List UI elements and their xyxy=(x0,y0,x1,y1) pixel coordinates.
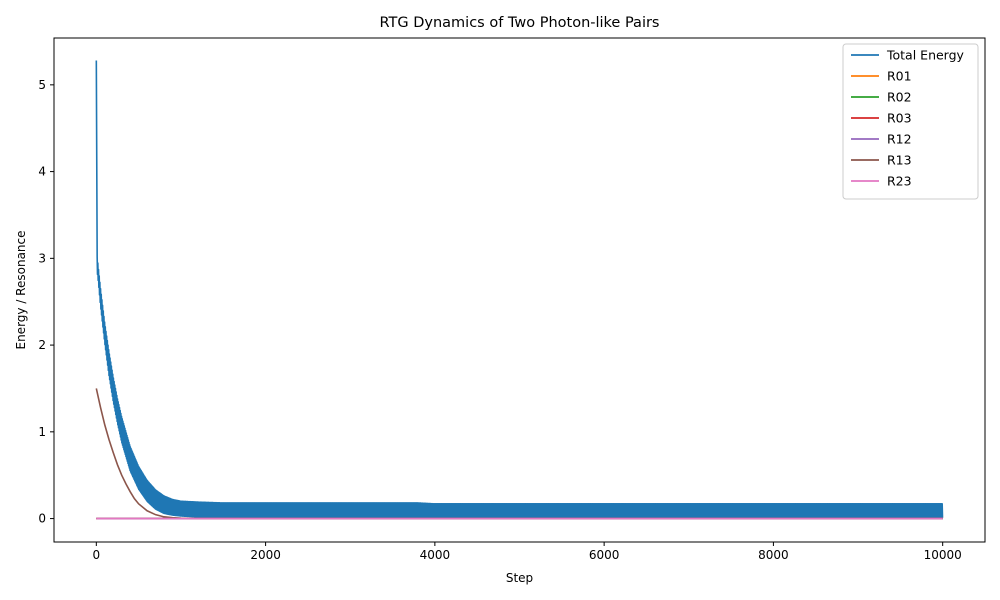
y-tick-label: 0 xyxy=(38,512,46,526)
legend-label: Total Energy xyxy=(886,48,965,63)
y-tick-label: 2 xyxy=(38,338,46,352)
y-tick-label: 4 xyxy=(38,165,46,179)
x-axis-label: Step xyxy=(506,571,533,585)
y-axis-label: Energy / Resonance xyxy=(14,230,28,349)
y-tick-label: 3 xyxy=(38,251,46,265)
series-line-total-energy xyxy=(95,60,944,519)
x-tick-label: 4000 xyxy=(420,548,451,562)
x-tick-label: 10000 xyxy=(924,548,962,562)
axis-ticks: 0 2000 4000 6000 8000 10000 0 1 2 3 4 5 xyxy=(38,78,961,562)
x-tick-label: 2000 xyxy=(250,548,281,562)
legend-label: R12 xyxy=(887,132,912,147)
legend-label: R02 xyxy=(887,90,912,105)
axes-frame xyxy=(53,37,986,543)
y-tick-label: 5 xyxy=(38,78,46,92)
plot-area xyxy=(95,60,944,520)
x-tick-label: 8000 xyxy=(758,548,789,562)
x-tick-label: 0 xyxy=(92,548,100,562)
x-tick-label: 6000 xyxy=(589,548,620,562)
legend-label: R01 xyxy=(887,69,912,84)
legend-label: R03 xyxy=(887,111,912,126)
legend: Total Energy R01 R02 R03 R12 R13 R23 xyxy=(842,43,979,200)
legend-label: R13 xyxy=(887,153,912,168)
series-group xyxy=(95,60,944,520)
chart-title: RTG Dynamics of Two Photon-like Pairs xyxy=(380,15,660,31)
y-tick-label: 1 xyxy=(38,425,46,439)
legend-label: R23 xyxy=(887,174,912,189)
